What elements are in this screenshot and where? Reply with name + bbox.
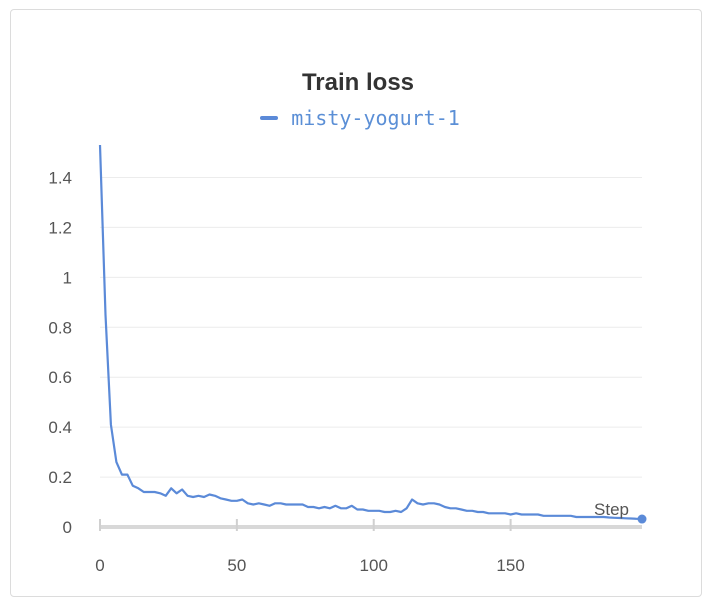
series-layer bbox=[98, 144, 647, 524]
y-tick-label: 1.4 bbox=[48, 168, 72, 187]
x-tick-label: 100 bbox=[360, 556, 388, 575]
series-line-misty-yogurt-1[interactable] bbox=[98, 144, 643, 521]
legend[interactable]: misty-yogurt-1 bbox=[0, 106, 720, 130]
gridlines bbox=[100, 176, 642, 478]
legend-label-misty-yogurt-1: misty-yogurt-1 bbox=[291, 106, 460, 130]
y-tick-label: 0.2 bbox=[48, 468, 72, 487]
legend-swatch bbox=[260, 116, 279, 120]
y-tick-label: 1.2 bbox=[48, 218, 72, 237]
y-tick-label: 0.4 bbox=[48, 418, 72, 437]
x-tick-label: 50 bbox=[227, 556, 246, 575]
x-tick-label: 150 bbox=[496, 556, 524, 575]
x-axis-label: Step bbox=[594, 500, 629, 519]
axes: 0 0.2 0.4 0.6 0.8 1 1.2 1.4 0 50 100 150 bbox=[48, 168, 642, 575]
x-tick-label: 0 bbox=[95, 556, 104, 575]
chart-panel bbox=[10, 9, 702, 597]
y-tick-label: 1 bbox=[63, 268, 72, 287]
chart-title: Train loss bbox=[301, 69, 415, 96]
y-tick-label: 0.6 bbox=[48, 368, 72, 387]
y-tick-label: 0 bbox=[63, 518, 72, 537]
series-end-point[interactable] bbox=[637, 514, 647, 524]
y-tick-label: 0.8 bbox=[48, 318, 72, 337]
